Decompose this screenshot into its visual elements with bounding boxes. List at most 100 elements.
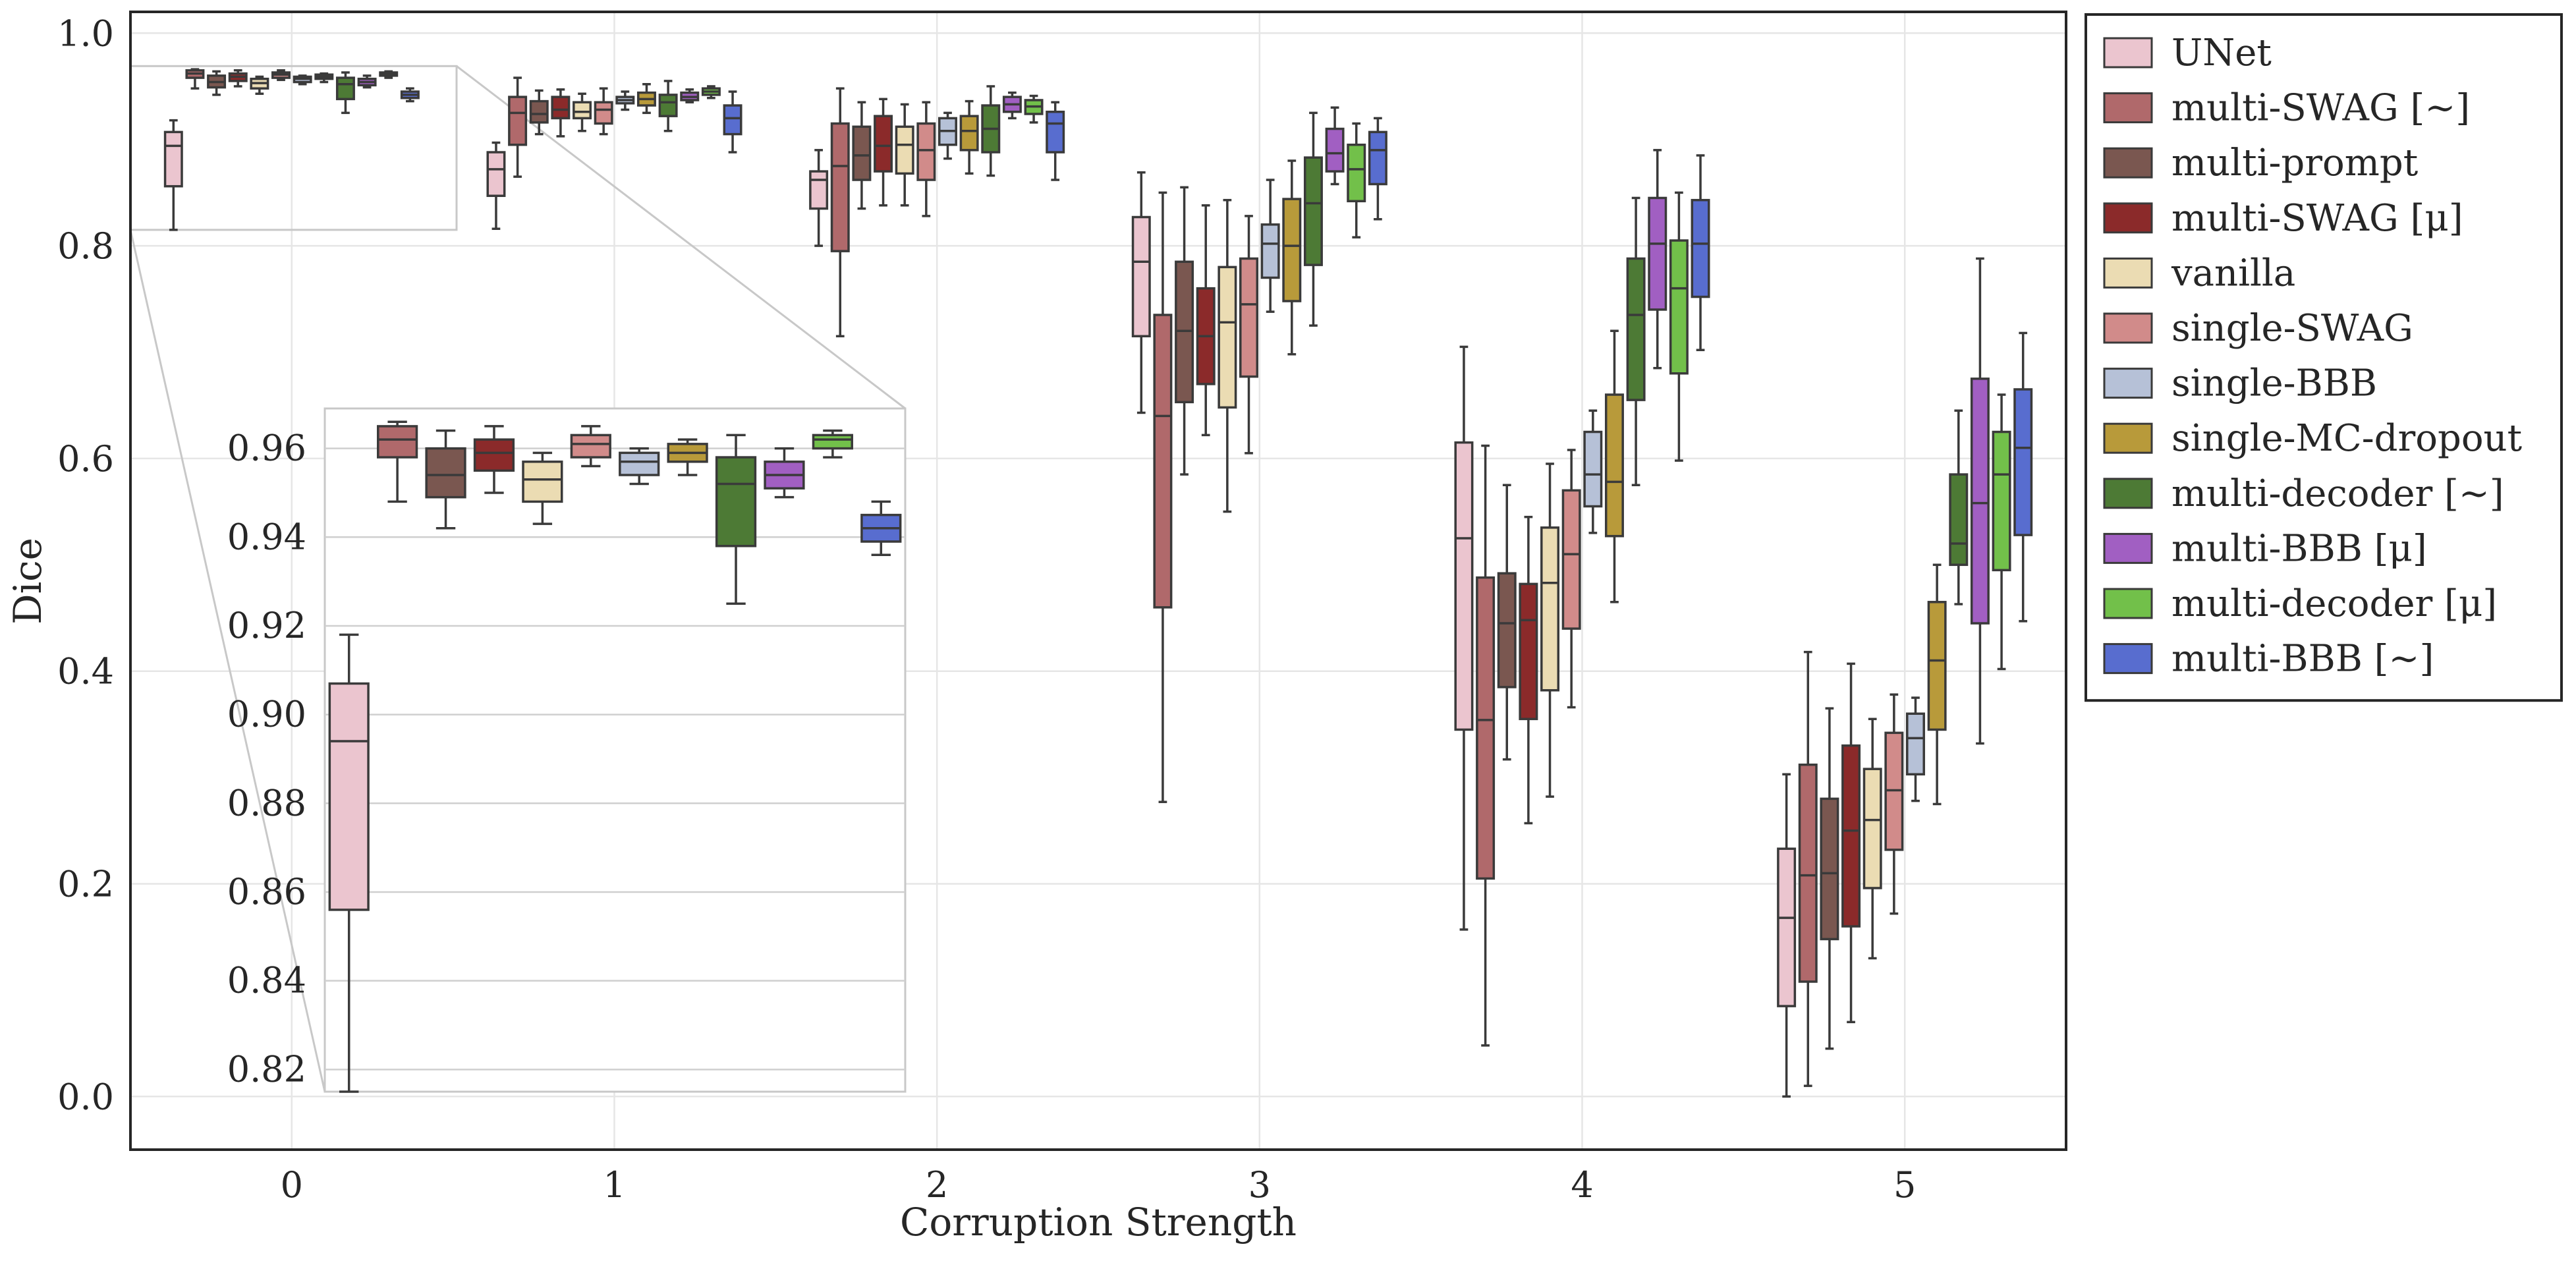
y-tick-label: 0.4 — [57, 651, 114, 692]
box-multi-prompt-cat-4 — [1497, 484, 1517, 761]
inset-box-multi-swag-tilde-box — [377, 425, 418, 459]
x-tick-label: 3 — [1248, 1164, 1271, 1206]
box-single-swag-cat-3 — [1239, 215, 1258, 455]
box-multi-prompt-cat-2 — [852, 101, 872, 210]
box-single-swag-cat-1-box — [594, 101, 613, 125]
inset-box-unet — [328, 633, 370, 1093]
legend-item-multi-decoder-tilde: multi-decoder [~] — [2103, 472, 2504, 515]
inset-box-multi-decoder-tilde — [715, 434, 757, 605]
box-single-mc-dropout-cat-3 — [1282, 159, 1302, 356]
zoom-connector-bottom — [129, 229, 326, 1092]
legend-label: multi-BBB [μ] — [2171, 527, 2427, 570]
box-multi-bbb-mu-cat-3-box — [1325, 127, 1345, 173]
box-multi-swag-mu-cat-3 — [1196, 204, 1216, 437]
box-unet-cat-4 — [1454, 345, 1474, 931]
box-single-bbb-cat-2 — [938, 111, 957, 160]
box-unet-cat-4-box — [1454, 441, 1474, 731]
inset-box-multi-swag-tilde — [377, 420, 418, 503]
inset-box-multi-swag-mu — [473, 425, 515, 494]
box-unet-cat-0-box — [163, 130, 183, 188]
box-multi-swag-mu-cat-0 — [228, 69, 248, 88]
y-axis-title: Dice — [5, 538, 50, 625]
x-axis-title: Corruption Strength — [900, 1200, 1297, 1245]
inset-y-tick-label: 0.94 — [227, 516, 306, 557]
x-tick-label: 4 — [1571, 1164, 1593, 1206]
legend-swatch — [2103, 422, 2153, 454]
box-multi-decoder-mu-cat-3-box — [1347, 144, 1366, 203]
box-vanilla-cat-2 — [895, 103, 914, 207]
inset-box-single-bbb-box — [619, 451, 660, 476]
box-multi-swag-tilde-cat-1 — [508, 76, 528, 178]
box-vanilla-cat-4 — [1540, 462, 1560, 798]
inset-box-multi-decoder-mu-box — [812, 434, 853, 450]
inset-box-multi-bbb-mu — [764, 447, 805, 499]
legend-item-multi-bbb-mu: multi-BBB [μ] — [2103, 527, 2427, 570]
box-multi-decoder-tilde-cat-2 — [981, 85, 1001, 177]
inset-box-single-bbb — [619, 447, 660, 486]
box-single-swag-cat-4-box — [1561, 489, 1581, 630]
box-single-swag-cat-0 — [271, 69, 291, 82]
box-multi-prompt-cat-5 — [1820, 707, 1839, 1050]
box-multi-decoder-tilde-cat-5-box — [1949, 473, 1969, 567]
box-multi-prompt-cat-5-box — [1820, 797, 1839, 941]
box-multi-swag-mu-cat-4-box — [1519, 582, 1538, 721]
box-unet-cat-5 — [1777, 773, 1797, 1098]
box-multi-bbb-mu-cat-0 — [357, 74, 377, 89]
box-unet-cat-1-box — [486, 151, 506, 197]
box-multi-bbb-tilde-cat-1-box — [723, 104, 742, 136]
x-tick-label: 1 — [603, 1164, 625, 1206]
x-tick-label: 2 — [926, 1164, 948, 1206]
legend-item-multi-prompt: multi-prompt — [2103, 142, 2419, 184]
box-single-mc-dropout-cat-4 — [1604, 329, 1624, 603]
legend-label: single-SWAG — [2171, 307, 2413, 350]
inset-box-vanilla — [522, 451, 563, 525]
box-multi-bbb-mu-cat-1 — [680, 88, 700, 103]
legend-label: multi-decoder [μ] — [2171, 582, 2497, 625]
box-vanilla-cat-5-box — [1862, 768, 1882, 889]
inset-plot: 0.82 0.84 0.86 0.88 0.90 0.92 0.94 0.96 — [227, 407, 907, 1093]
legend-swatch — [2103, 202, 2153, 234]
inset-y-tick-label: 0.86 — [227, 871, 306, 912]
box-multi-bbb-tilde-cat-4-box — [1691, 198, 1710, 298]
legend-swatch — [2103, 37, 2153, 69]
inset-y-tick-label: 0.82 — [227, 1048, 306, 1090]
box-unet-cat-2-box — [809, 170, 829, 210]
box-unet-cat-3-box — [1131, 215, 1151, 338]
legend-item-single-mc-dropout: single-MC-dropout — [2103, 417, 2523, 460]
inset-y-tick-label: 0.88 — [227, 782, 306, 824]
box-multi-swag-tilde-cat-3-box — [1153, 314, 1173, 609]
box-multi-decoder-tilde-cat-3 — [1303, 111, 1323, 327]
box-multi-swag-mu-cat-4 — [1519, 515, 1538, 825]
box-multi-prompt-cat-0 — [207, 70, 227, 96]
box-multi-swag-mu-cat-1 — [551, 88, 571, 138]
legend-label: UNet — [2171, 32, 2272, 74]
box-multi-swag-tilde-cat-5 — [1798, 650, 1818, 1087]
box-multi-prompt-cat-4-box — [1497, 572, 1517, 688]
box-multi-swag-tilde-cat-2 — [830, 87, 850, 338]
legend-swatch — [2103, 312, 2153, 344]
inset-box-unet-box — [328, 682, 370, 911]
box-single-bbb-cat-5-box — [1906, 712, 1925, 776]
box-single-swag-cat-5 — [1884, 693, 1904, 915]
box-multi-bbb-tilde-cat-2 — [1046, 101, 1065, 181]
box-multi-swag-mu-cat-5-box — [1841, 744, 1861, 928]
box-single-bbb-cat-3 — [1260, 179, 1280, 313]
legend-label: multi-BBB [~] — [2171, 638, 2434, 681]
box-multi-bbb-tilde-cat-2-box — [1046, 110, 1065, 154]
legend-label: multi-SWAG [~] — [2171, 87, 2470, 130]
legend-item-multi-decoder-mu: multi-decoder [μ] — [2103, 582, 2497, 625]
legend-label: multi-decoder [~] — [2171, 472, 2504, 515]
box-unet-cat-0 — [163, 119, 183, 231]
y-tick-label: 0.2 — [57, 863, 114, 905]
y-tick-label: 0.8 — [57, 225, 114, 267]
plot-frame — [129, 11, 2067, 1151]
x-tick-label: 5 — [1893, 1164, 1916, 1206]
box-vanilla-cat-3 — [1218, 198, 1237, 513]
box-multi-bbb-tilde-cat-0 — [400, 87, 420, 103]
legend-item-single-swag: single-SWAG — [2103, 307, 2413, 350]
legend-item-single-bbb: single-BBB — [2103, 362, 2377, 405]
legend-swatch — [2103, 147, 2153, 179]
box-multi-swag-mu-cat-5 — [1841, 662, 1861, 1024]
